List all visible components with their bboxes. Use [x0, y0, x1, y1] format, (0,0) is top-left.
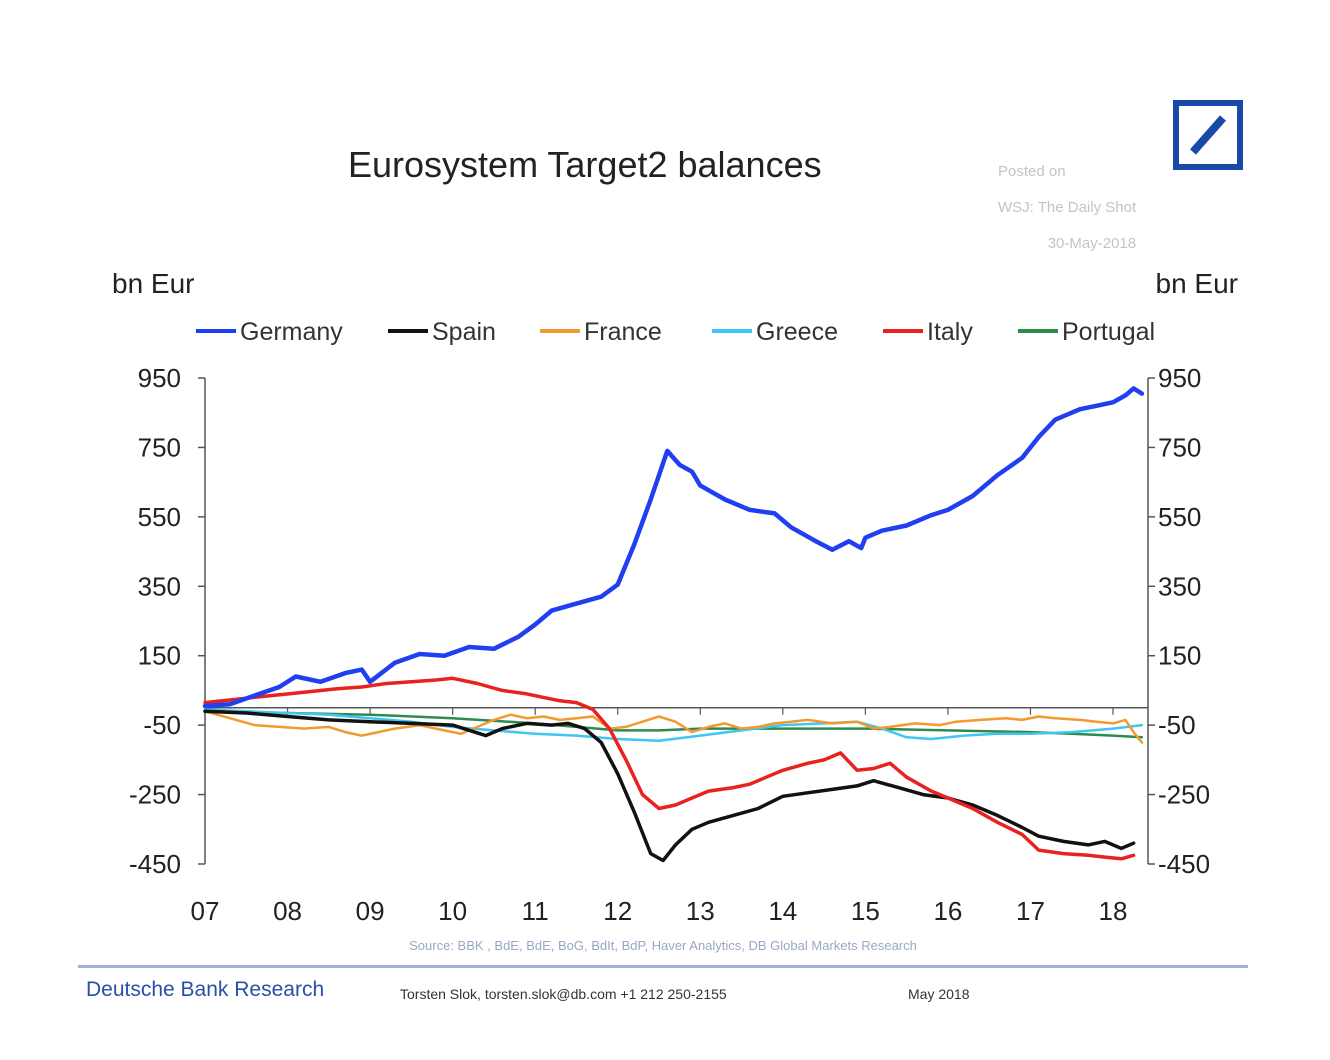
y-tick-label-left: -250	[129, 780, 181, 810]
y-tick-label-right: -50	[1158, 710, 1196, 740]
series-line-greece	[203, 708, 1144, 743]
series-line-germany	[202, 386, 1145, 709]
series-line-france	[203, 710, 1144, 744]
x-tick-label: 16	[933, 896, 962, 926]
y-tick-label-left: -50	[143, 710, 181, 740]
series-line-spain	[203, 709, 1136, 863]
posted-line-1: Posted on	[998, 163, 1066, 180]
y-axis-left-unit: bn Eur	[112, 268, 195, 299]
source-note: Source: BBK , BdE, BdE, BoG, BdIt, BdP, …	[409, 938, 917, 953]
y-tick-label-right: -250	[1158, 780, 1210, 810]
y-tick-label-left: 550	[138, 502, 181, 532]
legend-label-italy: Italy	[927, 318, 973, 346]
footer-divider	[78, 965, 1248, 968]
x-tick-label: 12	[603, 896, 632, 926]
x-tick-label: 13	[686, 896, 715, 926]
x-tick-label: 07	[191, 896, 220, 926]
y-tick-label-right: -450	[1158, 849, 1210, 879]
posted-line-3: 30-May-2018	[1047, 235, 1137, 252]
footer-date: May 2018	[908, 986, 970, 1002]
y-tick-label-right: 750	[1158, 432, 1201, 462]
chart-svg: 950 950 750 750 550 550 350 350 150 150 -50 -50 -250…	[129, 318, 1210, 926]
y-tick-label-left: 750	[138, 432, 181, 462]
legend-label-portugal: Portugal	[1062, 318, 1155, 346]
x-tick-label: 18	[1099, 896, 1128, 926]
footer-contact: Torsten Slok, torsten.slok@db.com +1 212…	[400, 986, 727, 1002]
y-tick-label-right: 550	[1158, 502, 1201, 532]
logo-slash-icon	[1190, 115, 1226, 155]
x-tick-label: 10	[438, 896, 467, 926]
y-tick-label-left: 150	[138, 641, 181, 671]
y-tick-label-left: -450	[129, 849, 181, 879]
y-axis-right-unit: bn Eur	[1155, 268, 1239, 299]
legend-label-france: France	[584, 318, 662, 346]
x-tick-label: 08	[273, 896, 302, 926]
x-tick-label: 09	[356, 896, 385, 926]
y-tick-label-right: 950	[1158, 363, 1201, 393]
y-tick-label-right: 150	[1158, 641, 1201, 671]
chart-card: 950 950 750 750 550 550 350 350 150 150 -50 -50 -250…	[78, 100, 1248, 1010]
series-line-italy	[203, 676, 1136, 861]
deutsche-bank-logo	[1173, 100, 1243, 170]
x-tick-label: 17	[1016, 896, 1045, 926]
y-tick-label-left: 350	[138, 571, 181, 601]
y-tick-label-left: 950	[138, 363, 181, 393]
legend-label-greece: Greece	[756, 318, 838, 346]
posted-note: Posted on WSJ: The Daily Shot 30-May-201…	[998, 154, 1136, 262]
x-tick-label: 11	[522, 896, 549, 926]
legend-label-germany: Germany	[240, 318, 343, 346]
x-tick-label: 14	[768, 896, 797, 926]
y-tick-label-right: 350	[1158, 571, 1201, 601]
legend-label-spain: Spain	[432, 318, 496, 346]
chart-title: Eurosystem Target2 balances	[348, 144, 822, 185]
footer-brand: Deutsche Bank Research	[86, 978, 325, 1001]
posted-line-2: WSJ: The Daily Shot	[998, 199, 1137, 216]
x-tick-label: 15	[851, 896, 880, 926]
